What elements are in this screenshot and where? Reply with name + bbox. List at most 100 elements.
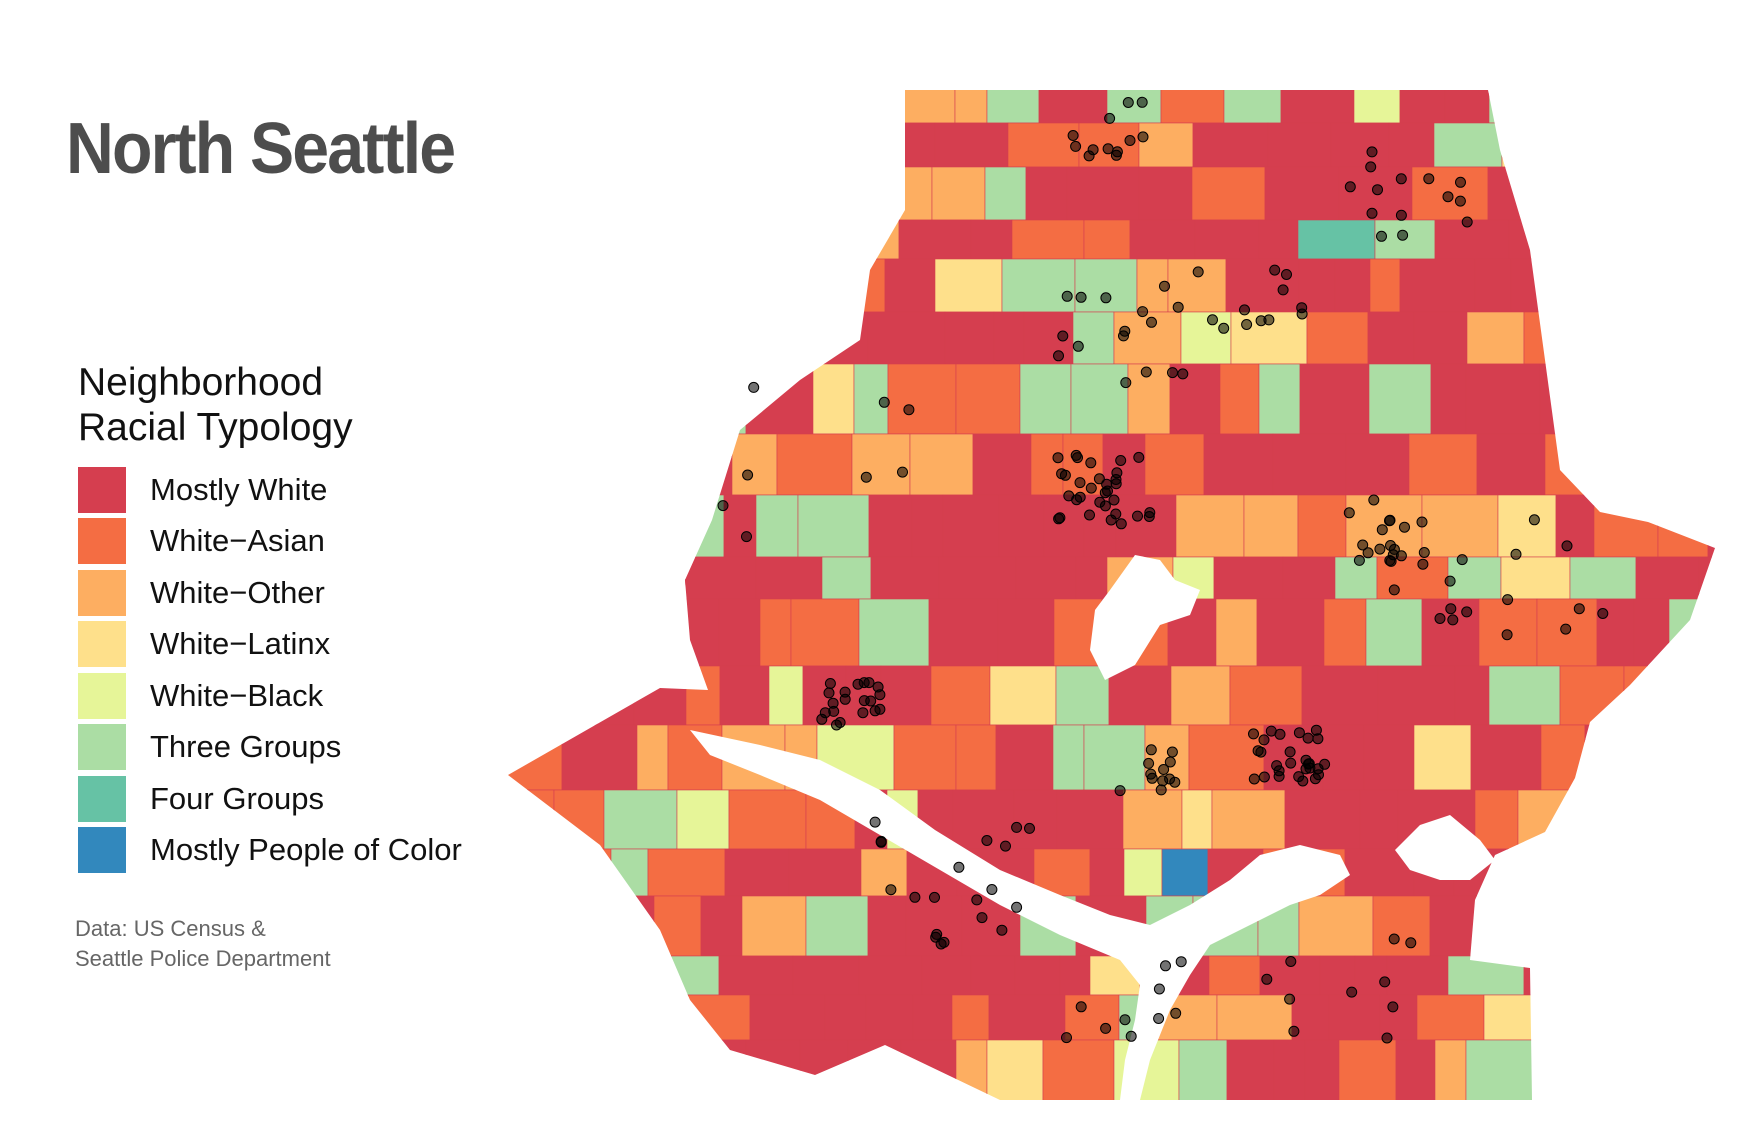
census-tract [508, 994, 560, 1041]
census-tract [1059, 955, 1091, 996]
incident-point [1346, 986, 1358, 998]
incident-point [1093, 473, 1105, 485]
incident-point [1074, 491, 1086, 503]
incident-point [1164, 756, 1176, 768]
census-tract [1353, 90, 1401, 124]
census-tract [1258, 219, 1299, 260]
incident-point [1293, 727, 1305, 739]
incident-point [816, 713, 828, 725]
census-tract [1138, 166, 1193, 221]
incident-point [897, 466, 908, 478]
incident-point [1111, 146, 1123, 158]
census-tract [1030, 433, 1064, 496]
census-tract [1434, 219, 1510, 260]
legend-item-mostly-people-of-color: Mostly People of Color [78, 825, 462, 877]
incident-point [1083, 150, 1095, 162]
census-tract [1226, 1039, 1275, 1100]
incident-point [1207, 314, 1218, 326]
census-tract [1038, 90, 1108, 124]
water-bodies [690, 555, 1495, 1100]
incident-point [1122, 97, 1134, 108]
census-tract [599, 311, 638, 365]
police-incident-points [717, 96, 1609, 1044]
census-tract [934, 258, 1003, 313]
census-tract [1579, 955, 1631, 996]
incident-point [1145, 744, 1157, 756]
census-tract [905, 895, 963, 957]
census-tract [1584, 724, 1636, 791]
incident-point [1353, 554, 1365, 566]
census-tract [1001, 258, 1076, 313]
incident-point [1388, 584, 1400, 596]
incident-point [1070, 140, 1082, 152]
incident-point [1252, 745, 1264, 757]
incident-point [996, 924, 1008, 936]
legend-swatch [78, 775, 126, 822]
green-lake [1090, 555, 1200, 680]
census-tract [858, 955, 923, 996]
census-tract [1713, 895, 1715, 957]
census-tract [572, 122, 621, 168]
census-tract [1444, 90, 1490, 124]
census-tract [887, 363, 957, 435]
legend-swatch [78, 621, 126, 668]
census-tract [893, 724, 957, 791]
incident-point [1057, 330, 1069, 342]
census-tract [1510, 258, 1574, 313]
incident-point [741, 531, 752, 543]
census-tract [1433, 122, 1503, 168]
incident-point [1285, 757, 1297, 769]
census-tract [909, 433, 974, 496]
census-tract [1070, 363, 1129, 435]
census-tract [1267, 122, 1332, 168]
incident-point [1110, 508, 1122, 520]
census-tract [654, 556, 686, 600]
incident-point [1461, 606, 1473, 618]
legend-item-white-other: White−Other [78, 567, 462, 619]
census-tract [1623, 665, 1666, 726]
legend-item-white-latinx: White−Latinx [78, 619, 462, 671]
census-tract [508, 598, 538, 667]
incident-point [1258, 734, 1270, 746]
census-tract [1497, 494, 1557, 558]
census-tract [972, 433, 1032, 496]
census-tract [1408, 433, 1478, 496]
incident-point [1362, 547, 1374, 559]
incident-point [981, 835, 993, 846]
census-tract [1679, 363, 1715, 435]
census-tract [1488, 90, 1534, 124]
incident-point [1372, 184, 1383, 196]
census-tract [1372, 895, 1431, 957]
census-tract [1138, 122, 1194, 168]
census-tract [1476, 433, 1546, 496]
census-tract [1554, 895, 1622, 957]
incident-point [1416, 516, 1428, 528]
incident-point [1000, 840, 1011, 852]
incident-point [1074, 477, 1086, 489]
census-tract [928, 598, 999, 667]
incident-point [1300, 763, 1312, 775]
census-tract [867, 895, 907, 957]
census-tract [1388, 122, 1435, 168]
incident-point [909, 891, 921, 903]
census-tract [1175, 494, 1245, 558]
incident-point [1263, 314, 1275, 326]
legend-label: White−Latinx [150, 626, 331, 662]
incident-point [1084, 509, 1095, 521]
census-tract [768, 311, 813, 365]
census-tract [984, 166, 1027, 221]
census-tract [636, 311, 692, 365]
incident-point [1067, 130, 1079, 141]
census-tract [1123, 848, 1163, 897]
census-tract [1620, 895, 1685, 957]
census-tract [741, 895, 807, 957]
census-tract [938, 556, 1017, 600]
census-tract [1042, 1039, 1115, 1100]
census-tract [1555, 494, 1595, 558]
census-tract [1272, 433, 1347, 496]
census-tract [792, 955, 860, 996]
incident-point [1053, 350, 1064, 362]
census-tract [1429, 895, 1503, 957]
census-tract [1208, 955, 1261, 996]
